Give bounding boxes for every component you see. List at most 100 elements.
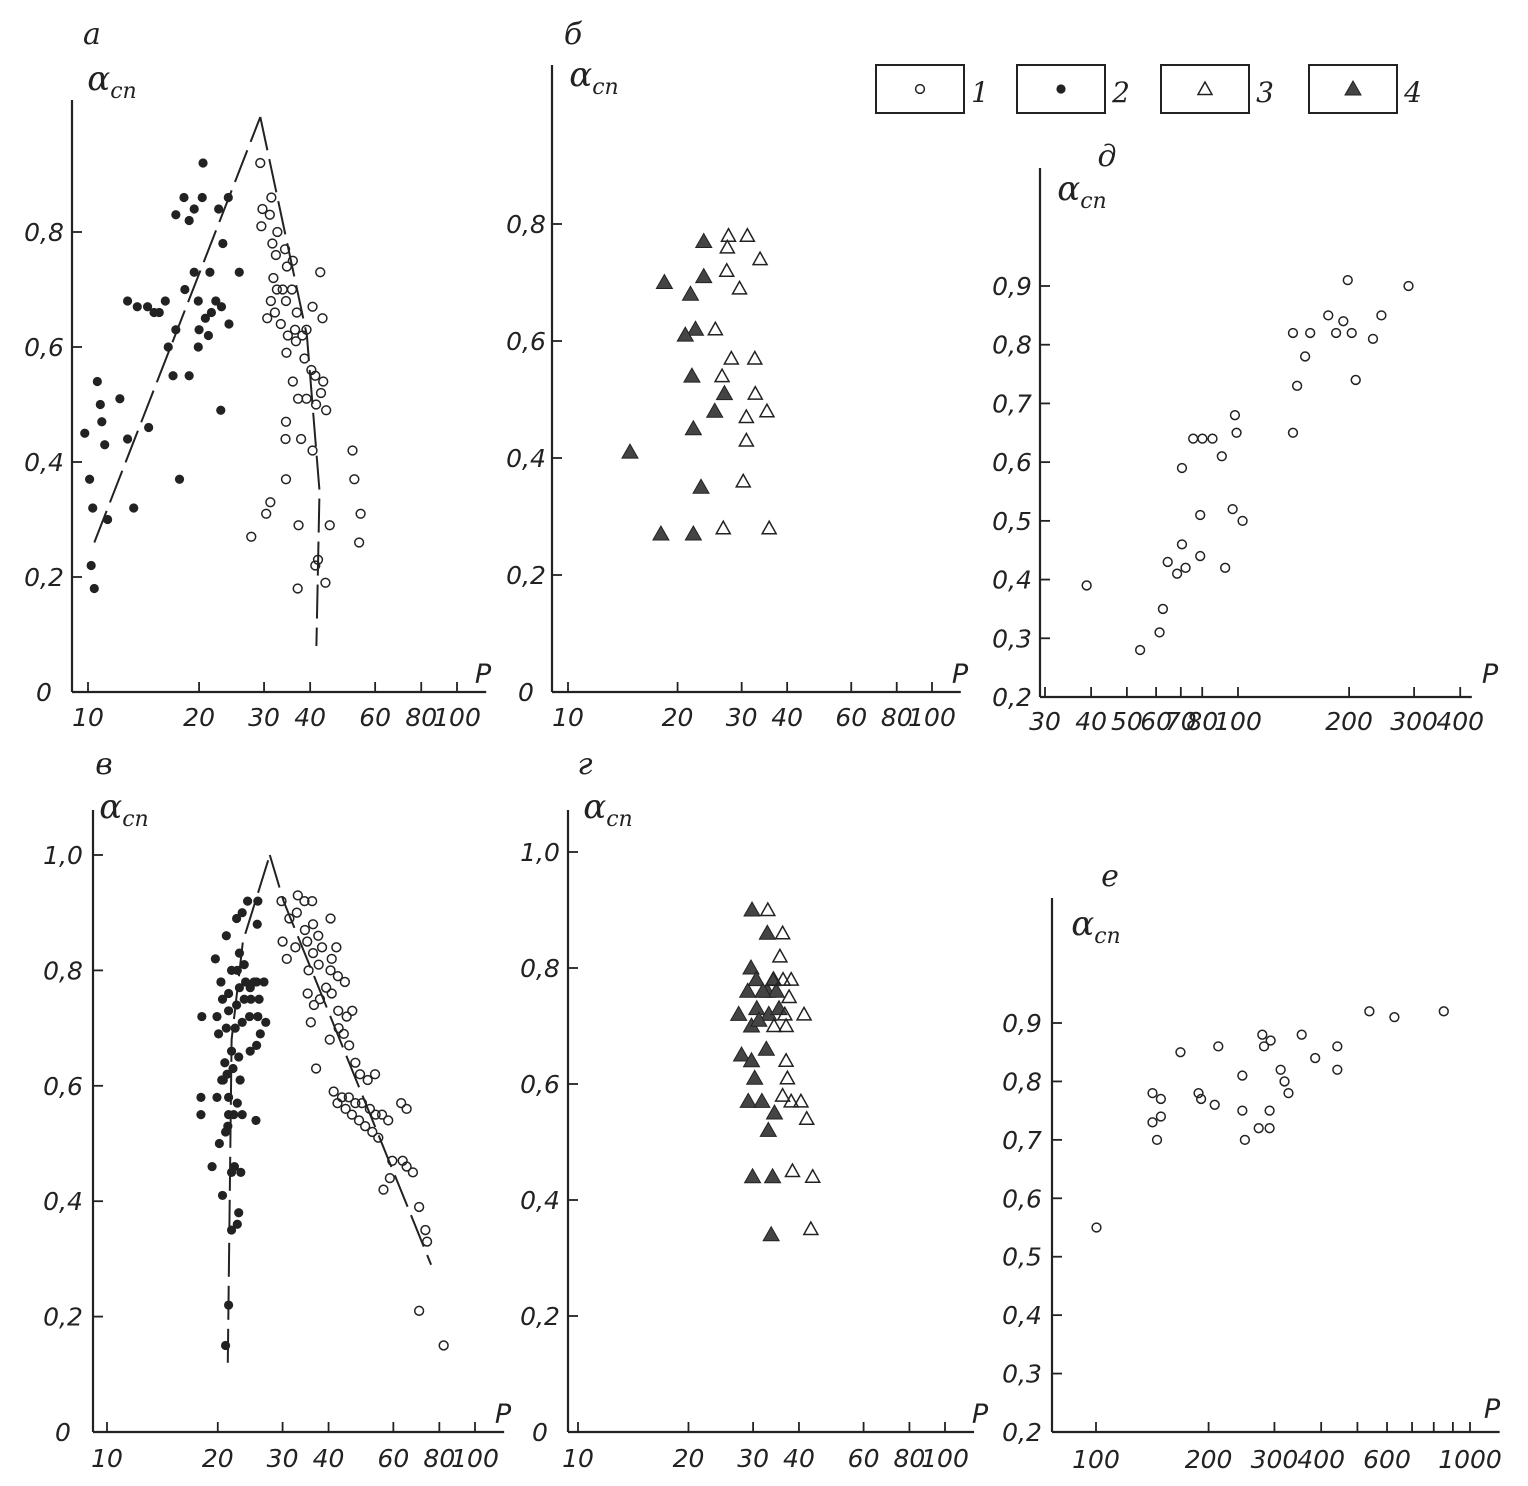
data-point xyxy=(212,1092,222,1102)
x-tick-label: 30 xyxy=(248,703,280,732)
data-point xyxy=(1195,509,1206,521)
data-point xyxy=(235,1075,245,1085)
data-point xyxy=(378,1184,389,1195)
legend-item-3: 3 xyxy=(1160,64,1274,114)
data-point xyxy=(184,371,194,381)
x-tick-label: 10 xyxy=(72,703,104,732)
data-point xyxy=(686,320,705,336)
data-point xyxy=(774,924,791,940)
data-point xyxy=(421,1236,433,1247)
data-point xyxy=(310,370,321,381)
data-point xyxy=(301,393,312,404)
data-point xyxy=(759,1121,778,1137)
data-point xyxy=(764,971,782,986)
data-point xyxy=(223,1006,234,1016)
y-tick-label: 0,5 xyxy=(992,507,1032,536)
data-point xyxy=(163,342,173,352)
data-point xyxy=(771,947,789,963)
series-1 xyxy=(1081,274,1414,656)
data-point xyxy=(282,330,293,341)
data-point xyxy=(171,210,181,220)
data-point xyxy=(340,1103,351,1115)
data-point xyxy=(338,1028,349,1040)
data-point xyxy=(315,267,326,278)
data-point xyxy=(413,1201,425,1213)
data-point xyxy=(280,474,292,485)
data-point xyxy=(746,350,764,365)
data-point xyxy=(310,1063,322,1074)
data-point xyxy=(228,1063,238,1074)
data-point xyxy=(1283,1087,1294,1099)
data-point xyxy=(707,320,724,336)
data-point xyxy=(234,1208,244,1218)
data-point xyxy=(92,376,102,387)
x-axis-label: P xyxy=(972,1399,989,1430)
data-point xyxy=(1389,1012,1400,1023)
x-tick-label: 20 xyxy=(662,703,694,732)
legend-marker xyxy=(914,83,926,95)
data-point xyxy=(1188,433,1199,444)
x-tick-label: 100 xyxy=(433,703,481,732)
legend-label: 4 xyxy=(1403,76,1422,109)
y-tick-label: 0,8 xyxy=(1002,1067,1042,1096)
data-point xyxy=(287,255,298,266)
data-point xyxy=(293,520,304,531)
series-1 xyxy=(276,890,449,1351)
x-axis-label: P xyxy=(1482,659,1499,690)
y-tick-label: 0,4 xyxy=(520,1186,560,1215)
data-point xyxy=(401,1103,412,1115)
data-point xyxy=(1134,644,1146,656)
data-point xyxy=(287,376,298,387)
data-point xyxy=(1279,1076,1290,1087)
data-point xyxy=(217,1190,228,1201)
x-tick-label: 80 xyxy=(881,703,913,732)
data-point xyxy=(714,519,732,535)
data-point xyxy=(777,1052,795,1068)
data-point xyxy=(203,330,214,341)
data-point xyxy=(223,988,234,999)
data-point xyxy=(290,942,301,953)
x-tick-label: 100 xyxy=(451,1444,499,1473)
data-point xyxy=(759,901,777,917)
data-point xyxy=(362,1074,373,1086)
legend-item-2: 2 xyxy=(1016,64,1130,114)
data-point xyxy=(207,1161,217,1172)
x-tick-label: 200 xyxy=(1325,707,1373,736)
data-point xyxy=(718,262,736,278)
data-point xyxy=(200,313,210,323)
x-axis-label: P xyxy=(952,659,969,690)
data-point xyxy=(254,994,264,1004)
legend-item-1: 1 xyxy=(875,64,989,114)
x-tick-label: 80 xyxy=(423,1444,455,1473)
data-point xyxy=(317,313,328,324)
x-tick-label: 60 xyxy=(835,703,867,732)
data-point xyxy=(277,936,288,947)
panel-letter: а xyxy=(83,17,101,52)
x-axis-label: P xyxy=(1484,1394,1501,1425)
data-point xyxy=(292,583,303,594)
x-tick-label: 400 xyxy=(1297,1445,1345,1474)
data-point xyxy=(324,1034,335,1045)
data-point xyxy=(729,1005,748,1021)
data-point xyxy=(332,1097,343,1109)
data-point xyxy=(232,1098,242,1108)
data-point xyxy=(765,1017,783,1033)
y-tick-label: 0,4 xyxy=(24,448,64,477)
y-tick-label: 0,2 xyxy=(520,1302,560,1331)
data-point xyxy=(350,1097,361,1109)
data-point xyxy=(205,267,215,277)
y-tick-label: 1,0 xyxy=(520,838,560,867)
data-point xyxy=(299,896,310,907)
data-point xyxy=(291,907,302,918)
x-tick-label: 40 xyxy=(771,703,803,732)
data-point xyxy=(346,1109,358,1120)
y-axis-label: αсп xyxy=(569,55,618,100)
data-point xyxy=(122,296,133,306)
data-point xyxy=(1216,451,1227,462)
y-tick-label: 0,2 xyxy=(24,563,64,592)
x-tick-label: 300 xyxy=(1251,1445,1299,1474)
data-point xyxy=(341,1011,352,1022)
x-tick-label: 20 xyxy=(673,1444,705,1473)
